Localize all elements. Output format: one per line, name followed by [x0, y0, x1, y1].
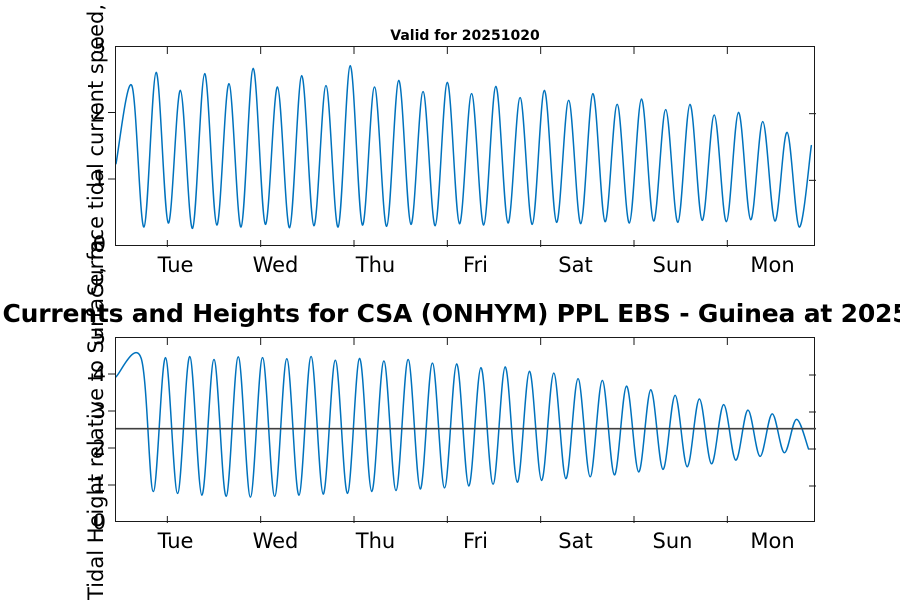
- lower-xtick-sun: Sun: [652, 529, 693, 553]
- upper-xtick-thu: Thu: [355, 253, 396, 277]
- upper-xtick-tue: Tue: [157, 253, 194, 277]
- lower-series-plot: [116, 338, 816, 523]
- lower-xtick-fri: Fri: [462, 529, 489, 553]
- upper-panel-title: Valid for 20251020: [390, 28, 540, 44]
- lower-xtick-sat: Sat: [558, 529, 593, 553]
- upper-xtick-sat: Sat: [558, 253, 593, 277]
- lower-xtick-thu: Thu: [355, 529, 396, 553]
- upper-xtick-sun: Sun: [652, 253, 693, 277]
- upper-series-plot: [116, 47, 816, 247]
- upper-xtick-wed: Wed: [252, 253, 299, 277]
- upper-xtick-fri: Fri: [462, 253, 489, 277]
- upper-ytick-0: 0: [92, 232, 106, 256]
- lower-y-tickmarks: [108, 373, 115, 486]
- lower-ytick-0: 0: [92, 510, 106, 534]
- lower-ytick-4: 4: [92, 362, 106, 386]
- upper-ytick-3: 3: [92, 34, 106, 58]
- upper-plot-area: [115, 46, 816, 247]
- lower-ytick-3: 3: [92, 399, 106, 423]
- figure-main-title: Tidal Currents and Heights for CSA (ONHY…: [0, 299, 900, 328]
- lower-xtick-mon: Mon: [750, 529, 795, 553]
- lower-plot-area: [115, 337, 816, 523]
- lower-xtick-tue: Tue: [157, 529, 194, 553]
- lower-ytick-1: 1: [92, 473, 106, 497]
- upper-ytick-1: 1: [92, 166, 106, 190]
- upper-ytick-2: 2: [92, 100, 106, 124]
- lower-xtick-wed: Wed: [252, 529, 299, 553]
- lower-ytick-2: 2: [92, 436, 106, 460]
- upper-y-tickmarks: [108, 112, 115, 180]
- upper-xtick-mon: Mon: [750, 253, 795, 277]
- lower-ytick-5: 5: [92, 325, 106, 349]
